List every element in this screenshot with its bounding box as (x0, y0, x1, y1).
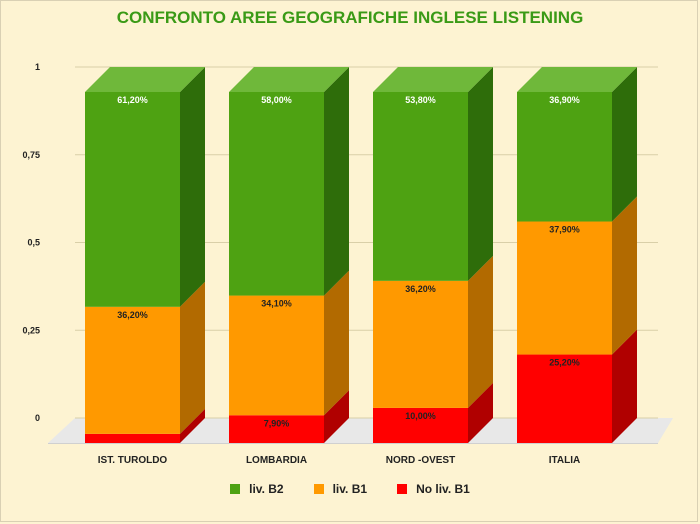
bar-segment (517, 92, 612, 222)
bar-side (612, 67, 637, 222)
bar-segment (373, 280, 468, 408)
bar-top (229, 67, 349, 92)
data-label: 37,90% (549, 225, 580, 235)
chart-legend: liv. B2 liv. B1 No liv. B1 (0, 482, 700, 496)
bar-segment (373, 407, 468, 443)
chart-floor (48, 418, 673, 443)
legend-label: No liv. B1 (416, 482, 470, 496)
bar-side (180, 281, 205, 434)
chart-floor-edge (48, 443, 658, 444)
bar-top (517, 67, 637, 92)
bar-side (324, 67, 349, 296)
legend-item: liv. B2 (230, 482, 284, 496)
x-category-label: NORD -OVEST (386, 455, 455, 466)
legend-item: No liv. B1 (397, 482, 470, 496)
data-label: 36,90% (549, 95, 580, 105)
bar-side (180, 67, 205, 307)
bar-side (612, 329, 637, 443)
bar-side (324, 270, 349, 416)
bar-segment (373, 92, 468, 281)
bar-segment (85, 92, 180, 307)
bar-side (612, 196, 637, 355)
x-category-label: ITALIA (549, 455, 580, 466)
bar-side (324, 390, 349, 443)
bar-top (373, 67, 493, 92)
y-tick-label: 0,75 (22, 150, 40, 160)
legend-item: liv. B1 (313, 482, 368, 496)
legend-swatch (230, 484, 241, 494)
bar-side (180, 408, 205, 443)
legend-swatch (397, 484, 408, 494)
y-tick-label: 0 (35, 413, 40, 423)
bar-segment (229, 415, 324, 443)
legend-swatch (313, 484, 324, 494)
data-label: 61,20% (117, 95, 148, 105)
y-tick-label: 1 (35, 62, 40, 72)
bar-segment (229, 92, 324, 296)
bar-segment (85, 433, 180, 443)
legend-label: liv. B1 (332, 482, 368, 496)
x-category-label: IST. TUROLDO (98, 455, 168, 466)
data-label: 58,00% (261, 95, 292, 105)
data-label: 36,20% (117, 310, 148, 320)
bar-segment (229, 295, 324, 416)
data-label: 10,00% (405, 411, 436, 421)
y-tick-label: 0,5 (27, 238, 40, 248)
legend-label: liv. B2 (249, 482, 284, 496)
data-label: 25,20% (549, 358, 580, 368)
bar-segment (517, 221, 612, 355)
data-label: 34,10% (261, 299, 292, 309)
data-label: 36,20% (405, 284, 436, 294)
x-category-label: LOMBARDIA (246, 455, 307, 466)
bar-segment (85, 306, 180, 434)
bar-side (468, 255, 493, 408)
data-label: 7,90% (264, 418, 290, 428)
bar-top (85, 67, 205, 92)
bar-side (468, 67, 493, 281)
data-label: 53,80% (405, 95, 436, 105)
chart-title: CONFRONTO AREE GEOGRAFICHE INGLESE LISTE… (116, 8, 584, 27)
bar-segment (517, 354, 612, 443)
y-tick-label: 0,25 (22, 325, 40, 335)
bar-side (468, 382, 493, 443)
